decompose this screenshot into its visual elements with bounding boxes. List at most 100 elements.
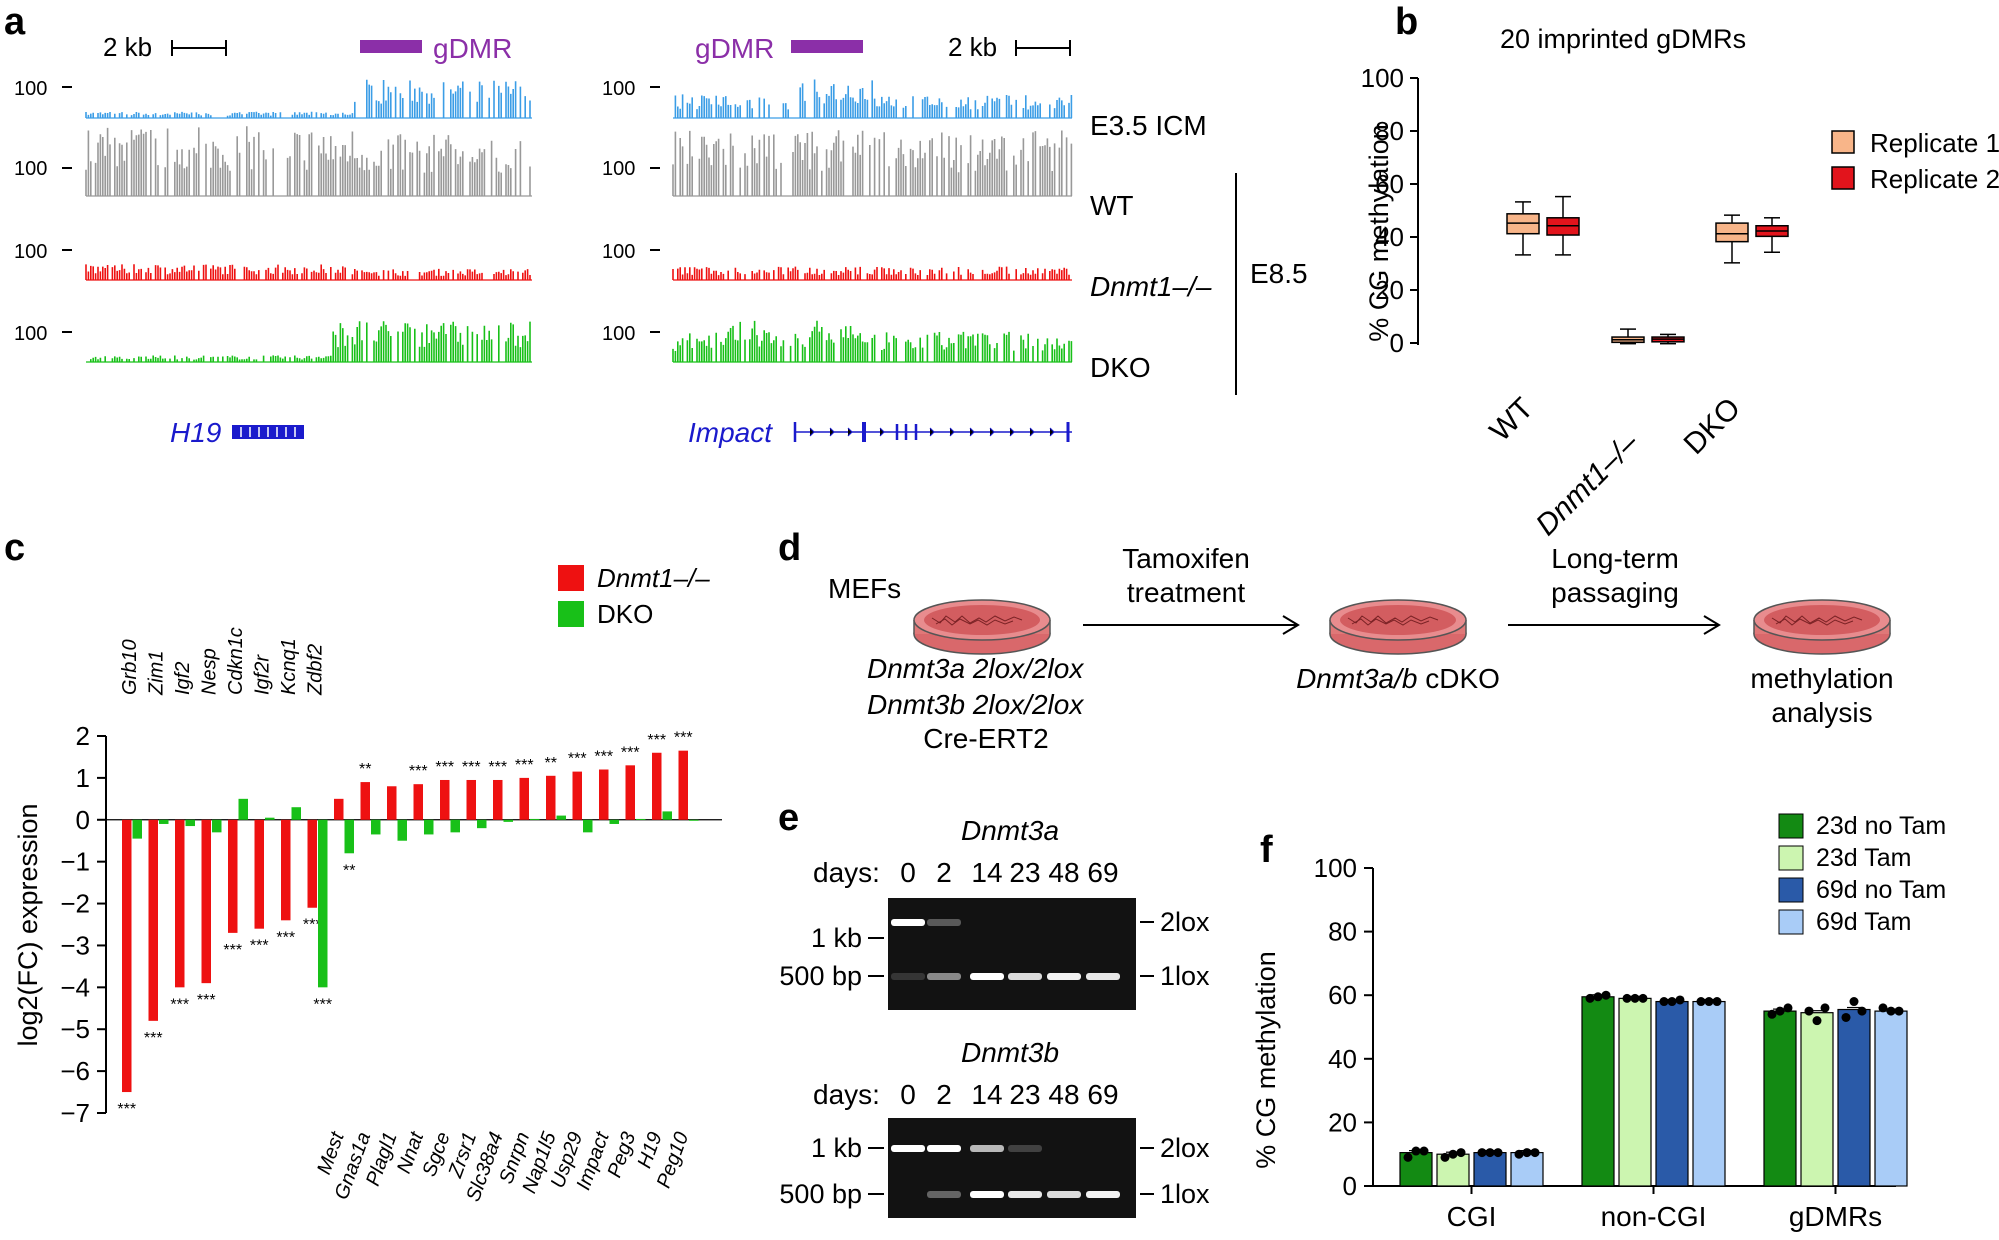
- bar-dko-mest: [344, 819, 354, 854]
- track-max-3-left: 100: [14, 241, 47, 263]
- band-label-1lox: 1lox: [1160, 1179, 1210, 1209]
- bar-dko-cdkn1c: [238, 798, 248, 820]
- track-axis-labels: 100 100 100 100 100 100 100 100: [14, 78, 660, 345]
- chart-b-ylabel: % CG methylation: [1364, 124, 1394, 342]
- step1-line-2: treatment: [1127, 577, 1245, 608]
- data-point: [1601, 990, 1611, 1000]
- petri-dish-icon-2: [1329, 599, 1467, 655]
- data-point: [1403, 1152, 1413, 1162]
- bar-dko-h19: [662, 811, 672, 820]
- cdko-suffix: cDKO: [1417, 663, 1499, 694]
- scale-bar-label-left: 2 kb: [103, 32, 152, 62]
- significance-label: **: [359, 761, 371, 778]
- days-label-0: days:: [813, 857, 880, 888]
- track-max-1-right: 100: [602, 78, 635, 100]
- genotype-line-1: Dnmt3a 2lox/2lox: [867, 653, 1084, 684]
- data-point: [1894, 1006, 1904, 1016]
- bar-dko-igf2r: [265, 817, 275, 820]
- legend-label-dnmt1: Dnmt1–/–: [597, 563, 710, 593]
- y-tick-label: 20: [1328, 1107, 1357, 1137]
- data-point: [1667, 997, 1677, 1007]
- band-1lox: [1086, 1191, 1120, 1198]
- chart-b-title: 20 imprinted gDMRs: [1500, 24, 1746, 54]
- significance-label: ***: [488, 759, 507, 776]
- band-1lox: [970, 1191, 1004, 1198]
- band-1lox: [927, 1191, 961, 1198]
- chart-f-ylabel: % CG methylation: [1251, 951, 1281, 1169]
- legend-label-replicate-2: Replicate 2: [1870, 164, 1999, 194]
- significance-label: ***: [674, 730, 693, 747]
- ladder-label-500bp: 500 bp: [779, 1179, 862, 1209]
- bar-dko-gnas1a: [371, 819, 381, 835]
- track-label-icm: E3.5 ICM: [1090, 110, 1207, 141]
- panel-label-a: a: [4, 1, 26, 43]
- bar-dnmt1-cdkn1c: [228, 819, 238, 933]
- y-tick-label: 100: [1314, 853, 1357, 883]
- bar-dnmt1-zrsr1: [466, 779, 476, 820]
- bar-dnmt1-peg10: [678, 750, 688, 820]
- track-dnmt1: [85, 264, 531, 280]
- significance-label: **: [343, 862, 355, 879]
- category-label-zdbf2: Zdbf2: [305, 644, 327, 696]
- arrow-1: [1083, 615, 1300, 635]
- bar-dnmt1-nesp: [201, 819, 211, 984]
- data-point: [1585, 993, 1595, 1003]
- day-label: 23: [1009, 857, 1040, 888]
- data-point: [1630, 993, 1640, 1003]
- chart-c-bars: ********* ****** *** ************* *** *** ***…: [117, 730, 699, 1118]
- petri-dish-icon-3: [1753, 599, 1891, 655]
- step2-line-2: passaging: [1551, 577, 1679, 608]
- panel-a: a 2 kb gDMR gDMR 2 kb 100 100 100 100 10…: [4, 1, 1308, 448]
- x-category-label: WT: [1484, 392, 1540, 448]
- band-2lox: [927, 919, 961, 926]
- data-point: [1841, 1012, 1851, 1022]
- bar-dnmt1-nnat: [413, 784, 423, 820]
- chart-f-bars: [1399, 990, 1908, 1187]
- panel-label-d: d: [778, 527, 801, 569]
- genotype-line-3: Cre-ERT2: [923, 723, 1049, 754]
- y-tick-label: −5: [60, 1014, 90, 1044]
- data-point: [1857, 1006, 1867, 1016]
- band-1lox: [927, 973, 961, 980]
- track-wt: [672, 130, 1073, 196]
- track-max-4-right: 100: [602, 323, 635, 345]
- y-tick-label: 100: [1361, 63, 1404, 93]
- legend-swatch-replicate-1: [1831, 130, 1855, 154]
- day-label: 14: [971, 1079, 1002, 1110]
- track-wt: [85, 126, 531, 196]
- band-2lox: [891, 1145, 925, 1152]
- significance-label: ***: [303, 917, 322, 934]
- track-icm: [85, 79, 531, 118]
- bar-gdmrs-3: [1874, 1010, 1908, 1187]
- bar-gdmrs-0: [1763, 1010, 1797, 1187]
- bar-dko-snrpn: [530, 818, 540, 820]
- category-label-grb10: Grb10: [119, 639, 141, 695]
- data-point: [1849, 997, 1859, 1007]
- gel-title-0: Dnmt3a: [961, 815, 1059, 846]
- band-1lox: [970, 973, 1004, 980]
- panel-label-f: f: [1260, 829, 1273, 871]
- y-tick-label: 40: [1328, 1044, 1357, 1074]
- bar-dnmt1-impact: [599, 769, 609, 820]
- band-1lox: [1047, 1191, 1081, 1198]
- y-tick-label: 2: [76, 721, 90, 751]
- bar-dko-igf2: [185, 819, 195, 827]
- chart-c-axes: 2 1 0 −1 −2 −3 −4 −5 −6 −7: [60, 721, 722, 1128]
- track-max-3-right: 100: [602, 241, 635, 263]
- bar-dko-zrsr1: [477, 819, 487, 829]
- gene-model-h19: [232, 425, 304, 439]
- mefs-label: MEFs: [828, 573, 901, 604]
- day-label: 2: [936, 857, 952, 888]
- band-1lox: [1086, 973, 1120, 980]
- gdmr-label-left: gDMR: [433, 33, 512, 64]
- category-label-igf2: Igf2: [172, 662, 194, 695]
- bar-cgi-2: [1473, 1152, 1507, 1187]
- significance-label: ***: [647, 732, 666, 749]
- bar-dko-usp29: [583, 819, 593, 833]
- data-point: [1493, 1148, 1503, 1158]
- significance-label: ***: [250, 938, 269, 955]
- bar-dko-peg10: [689, 819, 699, 821]
- bar-dko-nesp: [212, 819, 222, 833]
- data-point: [1638, 993, 1648, 1003]
